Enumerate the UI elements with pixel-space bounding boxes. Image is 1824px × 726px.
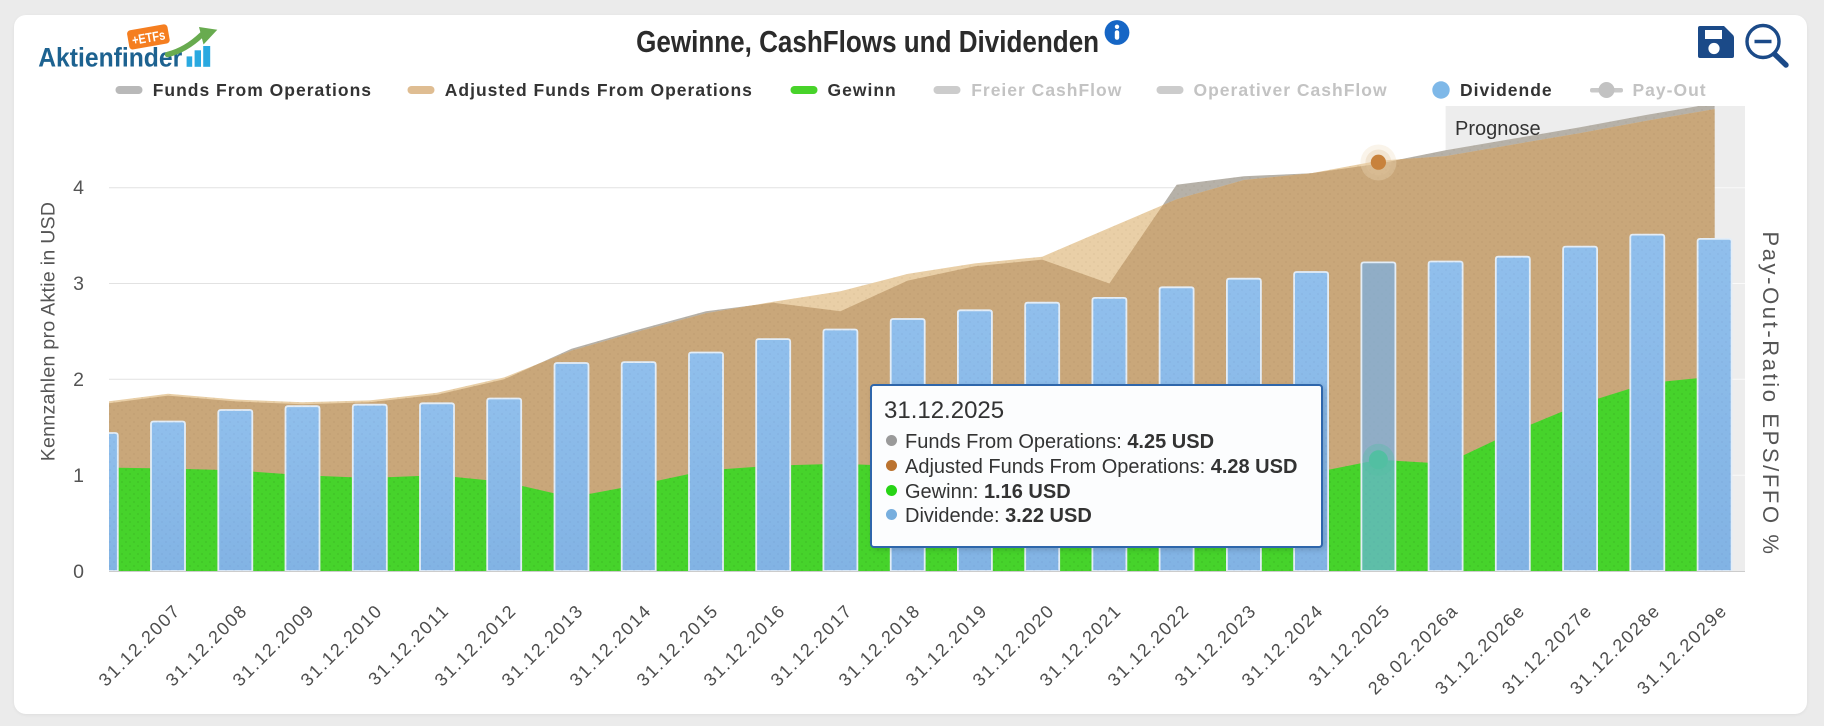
svg-text:+ETFs: +ETFs bbox=[131, 27, 167, 48]
svg-text:Prognose: Prognose bbox=[1455, 118, 1541, 140]
svg-text:Aktienfinder: Aktienfinder bbox=[38, 43, 182, 72]
